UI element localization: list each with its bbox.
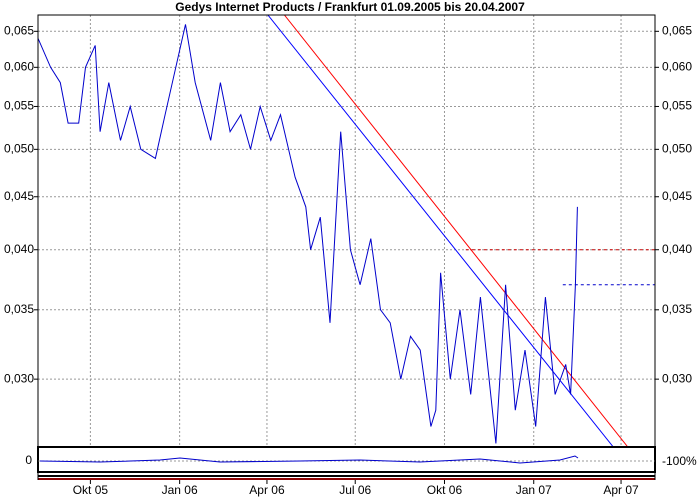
trend-line <box>267 15 614 447</box>
indicator-line <box>39 455 579 464</box>
trend-line <box>284 15 629 447</box>
indicator-y2-tick-label: -100% <box>662 454 697 468</box>
y2-tick-label: 0,065 <box>662 23 692 37</box>
x-tick-label: Okt 06 <box>427 483 463 497</box>
x-tick-label: Okt 05 <box>73 483 109 497</box>
plot <box>38 15 655 447</box>
price-line <box>38 24 578 444</box>
y-tick-label: 0,060 <box>4 59 34 73</box>
x-tick-label: Jul 06 <box>339 483 371 497</box>
y2-tick-label: 0,060 <box>662 59 692 73</box>
y-tick-label: 0,035 <box>4 302 34 316</box>
y-tick-label: 0,050 <box>4 142 34 156</box>
x-tick-label: Apr 06 <box>249 483 285 497</box>
y2-tick-label: 0,045 <box>662 189 692 203</box>
x-tick-label: Jan 07 <box>516 483 552 497</box>
y2-tick-label: 0,050 <box>662 142 692 156</box>
y-tick-label: 0,045 <box>4 189 34 203</box>
y2-tick-label: 0,035 <box>662 302 692 316</box>
y-tick-label: 0,055 <box>4 99 34 113</box>
y-tick-label: 0,065 <box>4 23 34 37</box>
indicator-tick-label: 0 <box>25 453 32 467</box>
y2-tick-label: 0,040 <box>662 242 692 256</box>
y-tick-label: 0,040 <box>4 242 34 256</box>
x-tick-label: Apr 07 <box>603 483 639 497</box>
y2-tick-label: 0,055 <box>662 99 692 113</box>
x-tick-label: Jan 06 <box>162 483 198 497</box>
y2-tick-label: 0,030 <box>662 371 692 385</box>
y-tick-label: 0,030 <box>4 371 34 385</box>
chart-title: Gedys Internet Products / Frankfurt 01.0… <box>175 0 525 14</box>
